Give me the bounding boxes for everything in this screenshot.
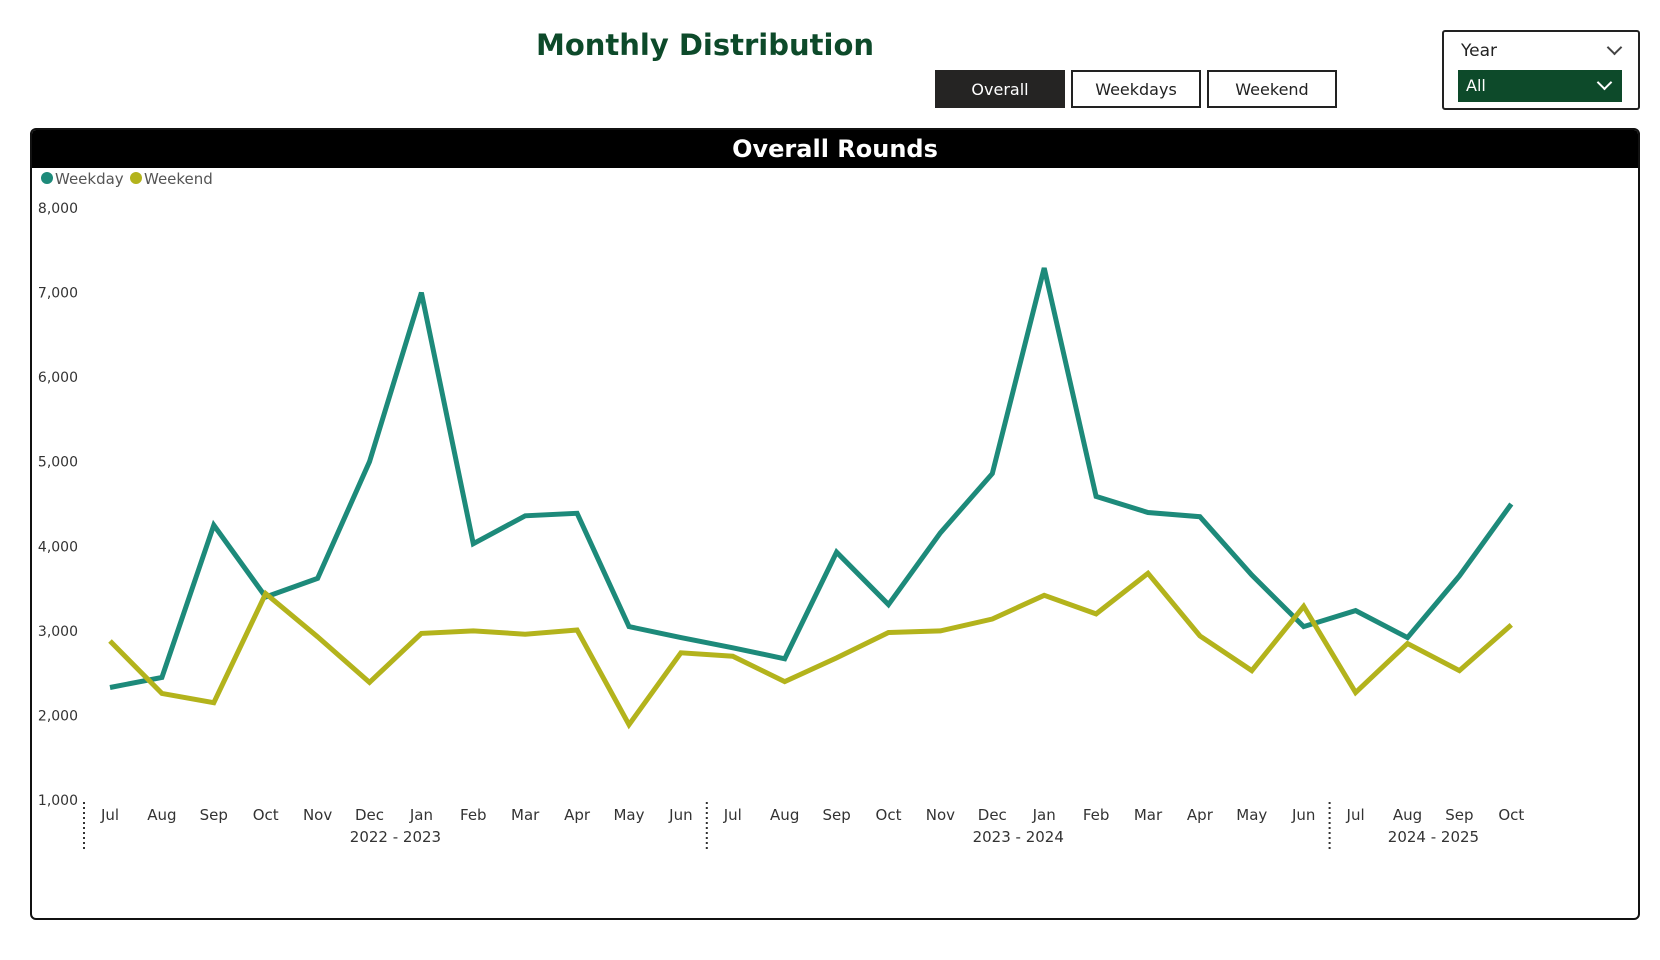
x-tick-label: Mar bbox=[511, 806, 540, 824]
chevron-down-icon[interactable] bbox=[1606, 39, 1623, 56]
chevron-down-icon bbox=[1596, 74, 1613, 91]
x-tick-label: Aug bbox=[147, 806, 176, 824]
chart-panel: Overall Rounds Weekday Weekend 1,000 2,000 3… bbox=[30, 128, 1640, 920]
x-tick-label: Jan bbox=[1032, 806, 1056, 824]
x-tick-label: Jun bbox=[1291, 806, 1315, 824]
legend-label: Weekday bbox=[55, 170, 124, 188]
y-tick-label: 5,000 bbox=[38, 455, 78, 471]
legend-label: Weekend bbox=[144, 170, 213, 188]
year-dropdown[interactable]: All bbox=[1458, 70, 1622, 102]
x-tick-label: Mar bbox=[1134, 806, 1163, 824]
x-tick-label: Nov bbox=[926, 806, 955, 824]
x-tick-label: Sep bbox=[200, 806, 228, 824]
x-tick-label: Aug bbox=[770, 806, 799, 824]
line-chart: Weekday Weekend 1,000 2,000 3,000 4,000 5,000 6… bbox=[38, 170, 1524, 852]
x-tick-label: Aug bbox=[1393, 806, 1422, 824]
x-tick-label: Apr bbox=[1187, 806, 1214, 824]
x-tick-label: May bbox=[613, 806, 644, 824]
x-tick-label: Sep bbox=[1445, 806, 1473, 824]
x-tick-label: Jul bbox=[1346, 806, 1365, 824]
y-tick-label: 3,000 bbox=[38, 624, 78, 640]
y-tick-label: 7,000 bbox=[38, 286, 78, 302]
x-tick-label: Jun bbox=[668, 806, 692, 824]
page-title: Monthly Distribution bbox=[535, 28, 875, 62]
x-tick-label: Sep bbox=[822, 806, 850, 824]
x-tick-label: Oct bbox=[876, 806, 902, 824]
weekdays-button[interactable]: Weekdays bbox=[1071, 70, 1201, 108]
x-tick-label: Feb bbox=[1083, 806, 1110, 824]
legend-marker bbox=[41, 172, 53, 184]
x-tick-label: Dec bbox=[355, 806, 384, 824]
year-slicer: Year All bbox=[1442, 30, 1640, 110]
y-tick-label: 1,000 bbox=[38, 793, 78, 809]
year-dropdown-value: All bbox=[1466, 76, 1486, 95]
weekend-button[interactable]: Weekend bbox=[1207, 70, 1337, 108]
x-tick-label: Oct bbox=[1498, 806, 1524, 824]
x-tick-label: Nov bbox=[303, 806, 332, 824]
y-tick-label: 8,000 bbox=[38, 201, 78, 217]
group-label: 2023 - 2024 bbox=[973, 828, 1064, 846]
y-tick-label: 6,000 bbox=[38, 370, 78, 386]
x-tick-label: Jul bbox=[100, 806, 119, 824]
x-tick-label: Feb bbox=[460, 806, 487, 824]
x-tick-label: Oct bbox=[253, 806, 279, 824]
group-label: 2022 - 2023 bbox=[350, 828, 441, 846]
series-line-weekday bbox=[109, 267, 1514, 690]
group-label: 2024 - 2025 bbox=[1388, 828, 1479, 846]
x-tick-label: Apr bbox=[564, 806, 591, 824]
overall-button[interactable]: Overall bbox=[935, 70, 1065, 108]
legend-marker bbox=[130, 172, 142, 184]
series-line-weekend bbox=[108, 569, 1513, 730]
year-slicer-label: Year bbox=[1461, 41, 1497, 61]
y-tick-label: 2,000 bbox=[38, 708, 78, 724]
x-tick-label: Jul bbox=[723, 806, 742, 824]
x-tick-label: Dec bbox=[978, 806, 1007, 824]
chart-title: Overall Rounds bbox=[32, 130, 1638, 168]
x-tick-label: May bbox=[1236, 806, 1267, 824]
x-tick-label: Jan bbox=[409, 806, 433, 824]
y-tick-label: 4,000 bbox=[38, 539, 78, 555]
